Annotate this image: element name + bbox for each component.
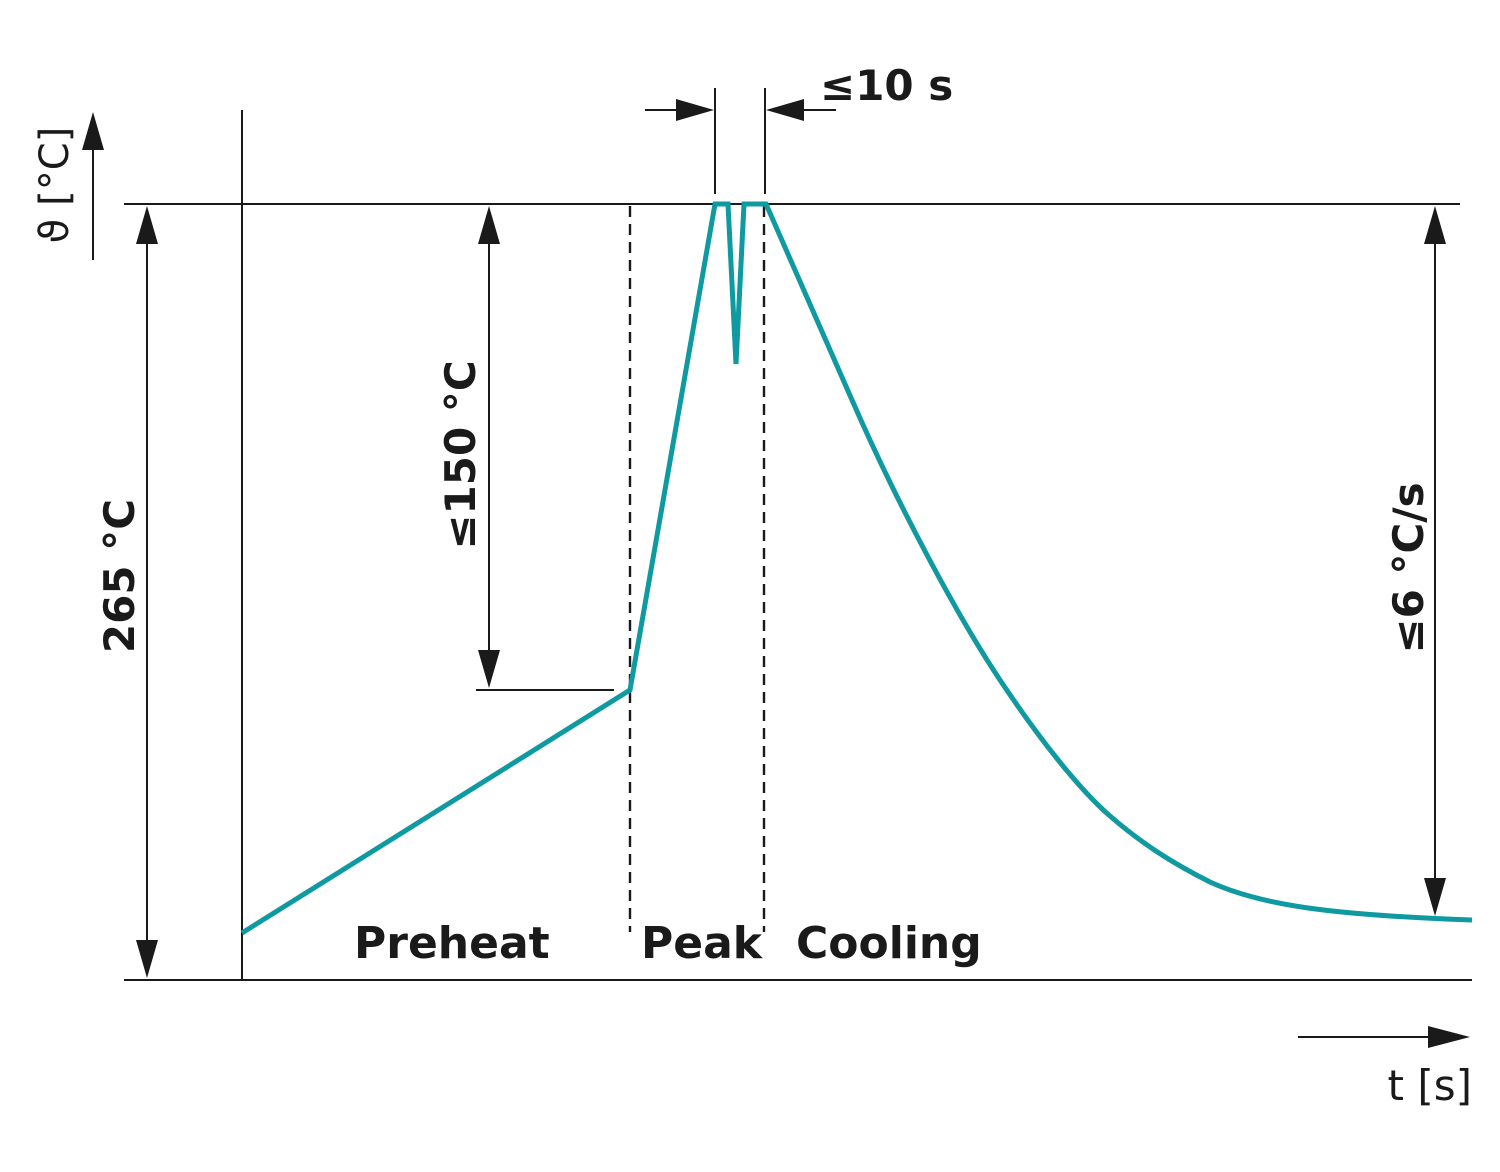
peak-temperature-dimension (136, 206, 158, 978)
preheat-label: Preheat (354, 918, 550, 969)
reflow-profile-curve (240, 201, 1473, 936)
peak-label: Peak (641, 918, 764, 969)
x-axis-arrow (1298, 1026, 1470, 1048)
peak-temperature-label: 265 °C (95, 499, 144, 653)
peak-duration-dimension (645, 88, 836, 194)
x-axis-label: t [s] (1388, 1061, 1472, 1110)
max-rise-label: ≤150 °C (436, 360, 485, 549)
cooling-rate-label: ≤6 °C/s (1384, 482, 1433, 653)
max-rise-dimension (476, 206, 614, 691)
cooling-label: Cooling (796, 918, 982, 969)
cooling-rate-dimension (1424, 206, 1446, 916)
y-axis-arrow (82, 112, 104, 260)
y-axis-label: ϑ [°C] (32, 127, 78, 244)
peak-duration-label: ≤10 s (820, 61, 953, 110)
